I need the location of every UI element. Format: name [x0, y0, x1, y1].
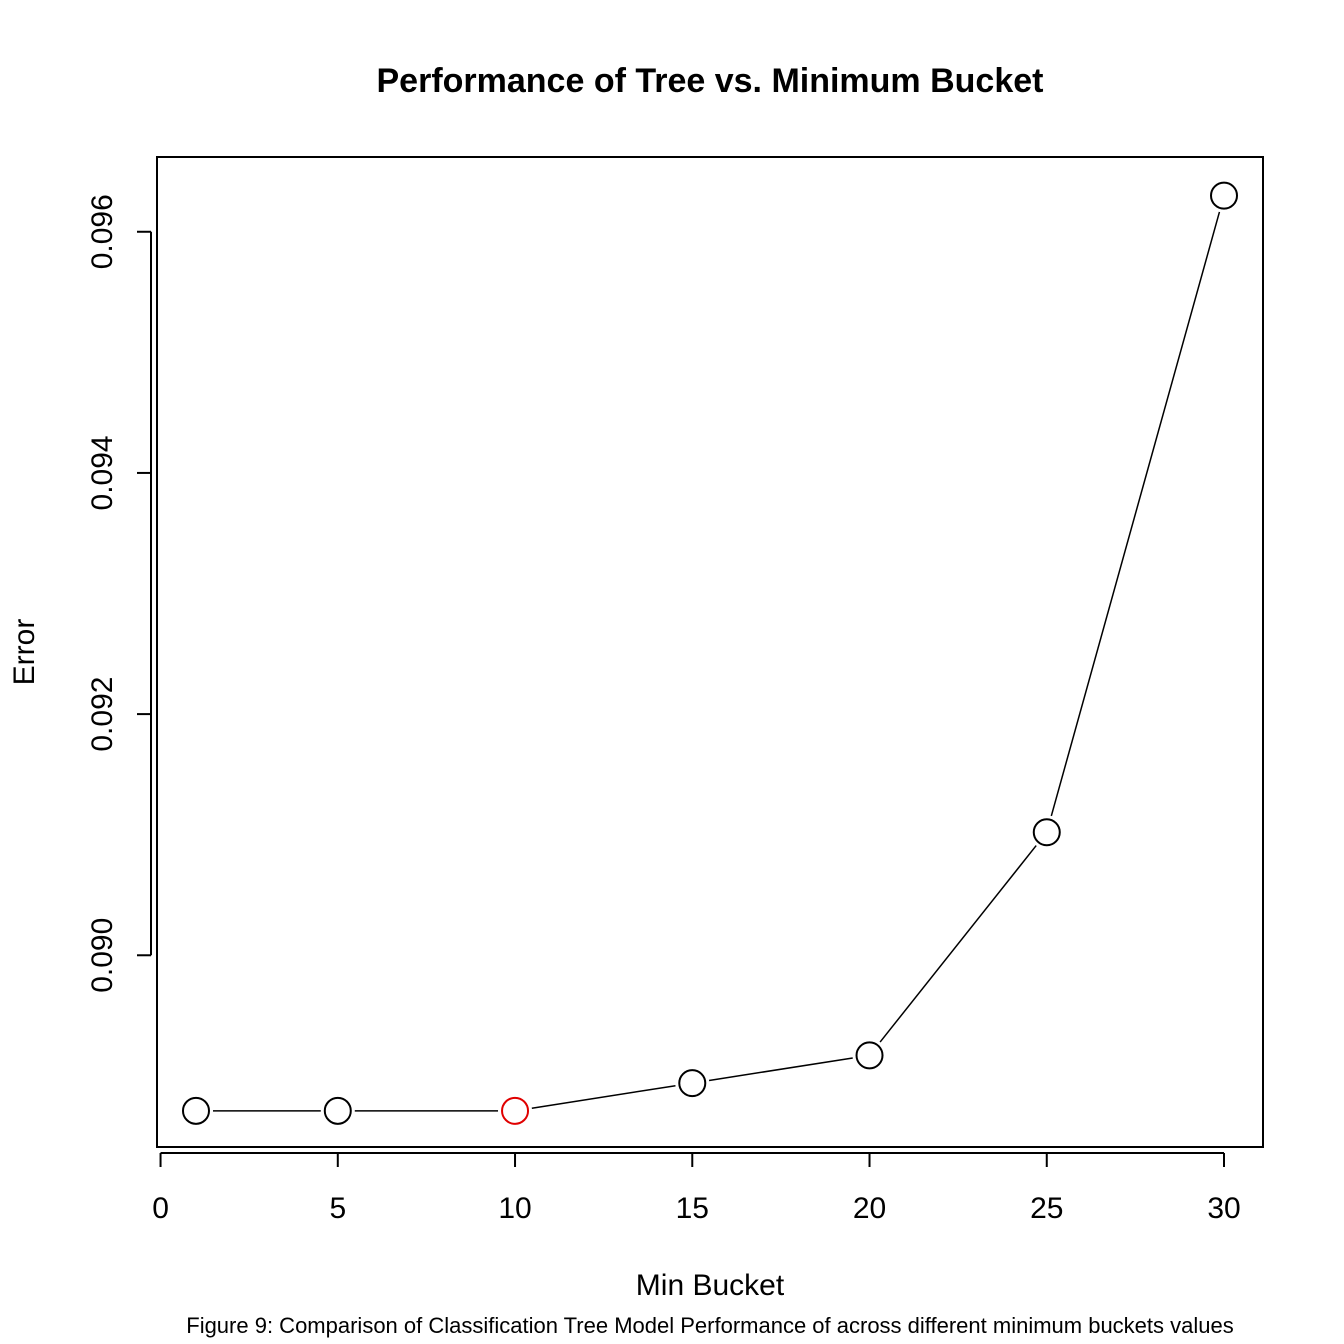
- y-tick-label: 0.096: [86, 194, 119, 269]
- series-points: [181, 181, 1239, 1125]
- data-point: [1210, 181, 1239, 210]
- x-tick-label: 10: [498, 1192, 531, 1225]
- y-axis-label: Error: [8, 619, 41, 686]
- x-axis-label: Min Bucket: [636, 1269, 785, 1302]
- x-tick-label: 20: [853, 1192, 886, 1225]
- y-axis: 0.090 0.092 0.094 0.096: [86, 194, 152, 993]
- y-tick-label: 0.090: [86, 918, 119, 993]
- data-point: [678, 1069, 707, 1098]
- x-tick-label: 30: [1207, 1192, 1240, 1225]
- data-point: [1032, 818, 1061, 847]
- plot-frame: [156, 156, 1264, 1148]
- x-tick-label: 5: [329, 1192, 346, 1225]
- series-line: [212, 211, 1221, 1112]
- x-axis: 0 5 10 15 20 25 30: [152, 1152, 1241, 1225]
- y-tick-label: 0.094: [86, 435, 119, 510]
- line-segment: [1050, 211, 1221, 817]
- y-tick-label: 0.092: [86, 677, 119, 752]
- data-point-highlighted: [501, 1096, 530, 1125]
- line-segment: [879, 845, 1037, 1043]
- line-segment: [708, 1057, 853, 1082]
- data-point: [181, 1096, 210, 1125]
- x-tick-label: 15: [676, 1192, 709, 1225]
- x-tick-label: 0: [152, 1192, 169, 1225]
- data-point: [323, 1096, 352, 1125]
- chart-title: Performance of Tree vs. Minimum Bucket: [377, 62, 1044, 100]
- figure-caption: Figure 9: Comparison of Classification T…: [186, 1313, 1233, 1338]
- line-segment: [531, 1084, 676, 1109]
- data-point: [855, 1041, 884, 1070]
- x-tick-label: 25: [1030, 1192, 1063, 1225]
